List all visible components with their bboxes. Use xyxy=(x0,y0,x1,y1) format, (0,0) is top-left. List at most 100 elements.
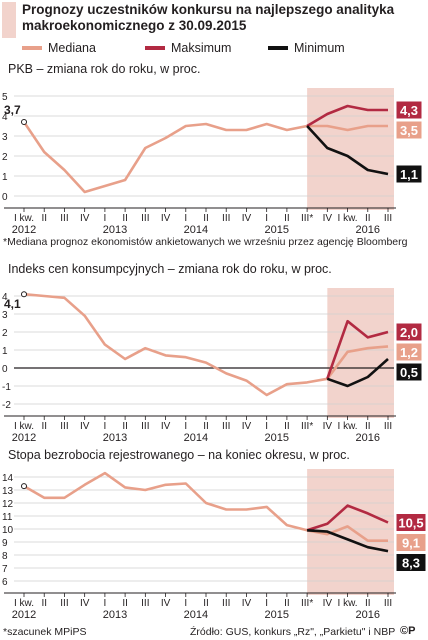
start-value-label: 3,7 xyxy=(4,103,21,117)
x-tick-label: I kw. xyxy=(338,598,358,609)
x-tick-label: I kw. xyxy=(14,213,34,224)
x-tick-label: III xyxy=(222,421,230,432)
x-tick-label: IV xyxy=(242,421,252,432)
x-tick-label: IV xyxy=(323,598,333,609)
y-tick-label: -1 xyxy=(2,382,11,393)
x-tick-label: IV xyxy=(242,598,252,609)
end-value-label: 1,2 xyxy=(400,345,418,360)
x-tick-label: II xyxy=(203,421,209,432)
x-tick-label: I xyxy=(184,421,187,432)
end-value-label: 1,1 xyxy=(400,167,418,182)
year-label: 2014 xyxy=(184,609,208,621)
x-tick-label: II xyxy=(203,213,209,224)
year-label: 2016 xyxy=(356,432,380,444)
y-tick-label: 9 xyxy=(2,538,8,549)
chart-title-unemployment: Stopa bezrobocia rejestrowanego – na kon… xyxy=(8,448,350,462)
x-tick-label: III xyxy=(222,598,230,609)
y-tick-label: 1 xyxy=(2,346,8,357)
x-tick-label: I kw. xyxy=(338,421,358,432)
logo-mark: ©P xyxy=(400,625,416,637)
y-tick-label: 12 xyxy=(2,499,14,510)
x-tick-label: IV xyxy=(323,213,333,224)
x-tick-label: I xyxy=(184,213,187,224)
end-value-label: 3,5 xyxy=(400,123,418,138)
end-value-box xyxy=(395,553,427,572)
x-tick-label: IV xyxy=(323,421,333,432)
end-value-box xyxy=(395,322,423,342)
y-tick-label: 11 xyxy=(2,512,13,523)
x-tick-label: II xyxy=(284,598,290,609)
y-tick-label: 14 xyxy=(2,473,14,484)
end-value-box xyxy=(395,533,427,552)
x-tick-label: II xyxy=(122,421,128,432)
start-point-marker xyxy=(21,119,27,125)
year-label: 2015 xyxy=(265,609,289,621)
x-tick-label: III xyxy=(384,598,392,609)
forecast-band xyxy=(327,288,394,418)
series-line-max xyxy=(306,504,389,532)
x-tick-label: II xyxy=(203,598,209,609)
x-tick-label: IV xyxy=(80,213,90,224)
infographic-title: Prognozy uczestników konkursu na najleps… xyxy=(22,2,395,33)
y-tick-label: 1 xyxy=(2,172,8,183)
legend-swatch-median xyxy=(22,45,42,50)
x-tick-label: I xyxy=(103,598,106,609)
year-label: 2016 xyxy=(356,609,380,621)
x-tick-label: III* xyxy=(301,598,313,609)
y-tick-label: 6 xyxy=(2,577,8,588)
forecast-band xyxy=(307,88,394,210)
x-tick-label: IV xyxy=(80,598,90,609)
x-tick-label: II xyxy=(122,213,128,224)
start-point-marker xyxy=(21,483,27,490)
y-tick-label: 10 xyxy=(2,525,14,536)
year-label: 2012 xyxy=(12,432,36,444)
legend-label-min: Minimum xyxy=(294,41,345,55)
x-tick-label: II xyxy=(284,421,290,432)
y-tick-label: 4 xyxy=(2,292,8,303)
year-label: 2014 xyxy=(184,224,208,236)
x-tick-label: IV xyxy=(80,421,90,432)
y-tick-label: 7 xyxy=(2,564,8,575)
chart-title-cpi: Indeks cen konsumpcyjnych – zmiana rok d… xyxy=(8,262,332,276)
end-value-box xyxy=(395,164,423,184)
x-tick-label: II xyxy=(41,421,47,432)
x-tick-label: I xyxy=(103,213,106,224)
x-tick-label: III xyxy=(141,421,149,432)
header-color-box xyxy=(2,2,16,38)
end-value-label: 9,1 xyxy=(402,536,420,551)
series-line-min xyxy=(306,125,389,176)
end-value-box xyxy=(395,100,423,120)
year-label: 2016 xyxy=(356,224,380,236)
x-tick-label: I xyxy=(265,421,268,432)
year-label: 2012 xyxy=(12,224,36,236)
year-label: 2015 xyxy=(265,432,289,444)
end-value-label: 2,0 xyxy=(400,325,418,340)
x-tick-label: II xyxy=(365,598,371,609)
year-label: 2012 xyxy=(12,609,36,621)
footnote-mpips: *szacunek MPiPS xyxy=(3,626,87,638)
x-tick-label: II xyxy=(284,213,290,224)
year-label: 2014 xyxy=(184,432,208,444)
y-tick-label: 0 xyxy=(2,192,8,203)
x-tick-label: II xyxy=(365,213,371,224)
y-tick-label: 8 xyxy=(2,551,8,562)
chart-title-pkb: PKB – zmiana rok do roku, w proc. xyxy=(8,62,201,76)
x-tick-label: II xyxy=(365,421,371,432)
y-tick-label: 3 xyxy=(2,132,8,143)
x-tick-label: II xyxy=(122,598,128,609)
legend-item-median: Mediana xyxy=(22,40,96,56)
x-tick-label: III* xyxy=(301,421,313,432)
x-tick-label: III xyxy=(384,213,392,224)
legend-label-max: Maksimum xyxy=(171,41,232,55)
end-value-label: 10,5 xyxy=(398,516,423,531)
x-tick-label: III xyxy=(141,598,149,609)
x-tick-label: I kw. xyxy=(338,213,358,224)
x-tick-label: I kw. xyxy=(14,421,34,432)
legend-swatch-min xyxy=(268,45,288,50)
y-tick-label: 2 xyxy=(2,152,8,163)
x-tick-label: III xyxy=(141,213,149,224)
series-line-max xyxy=(326,319,389,380)
